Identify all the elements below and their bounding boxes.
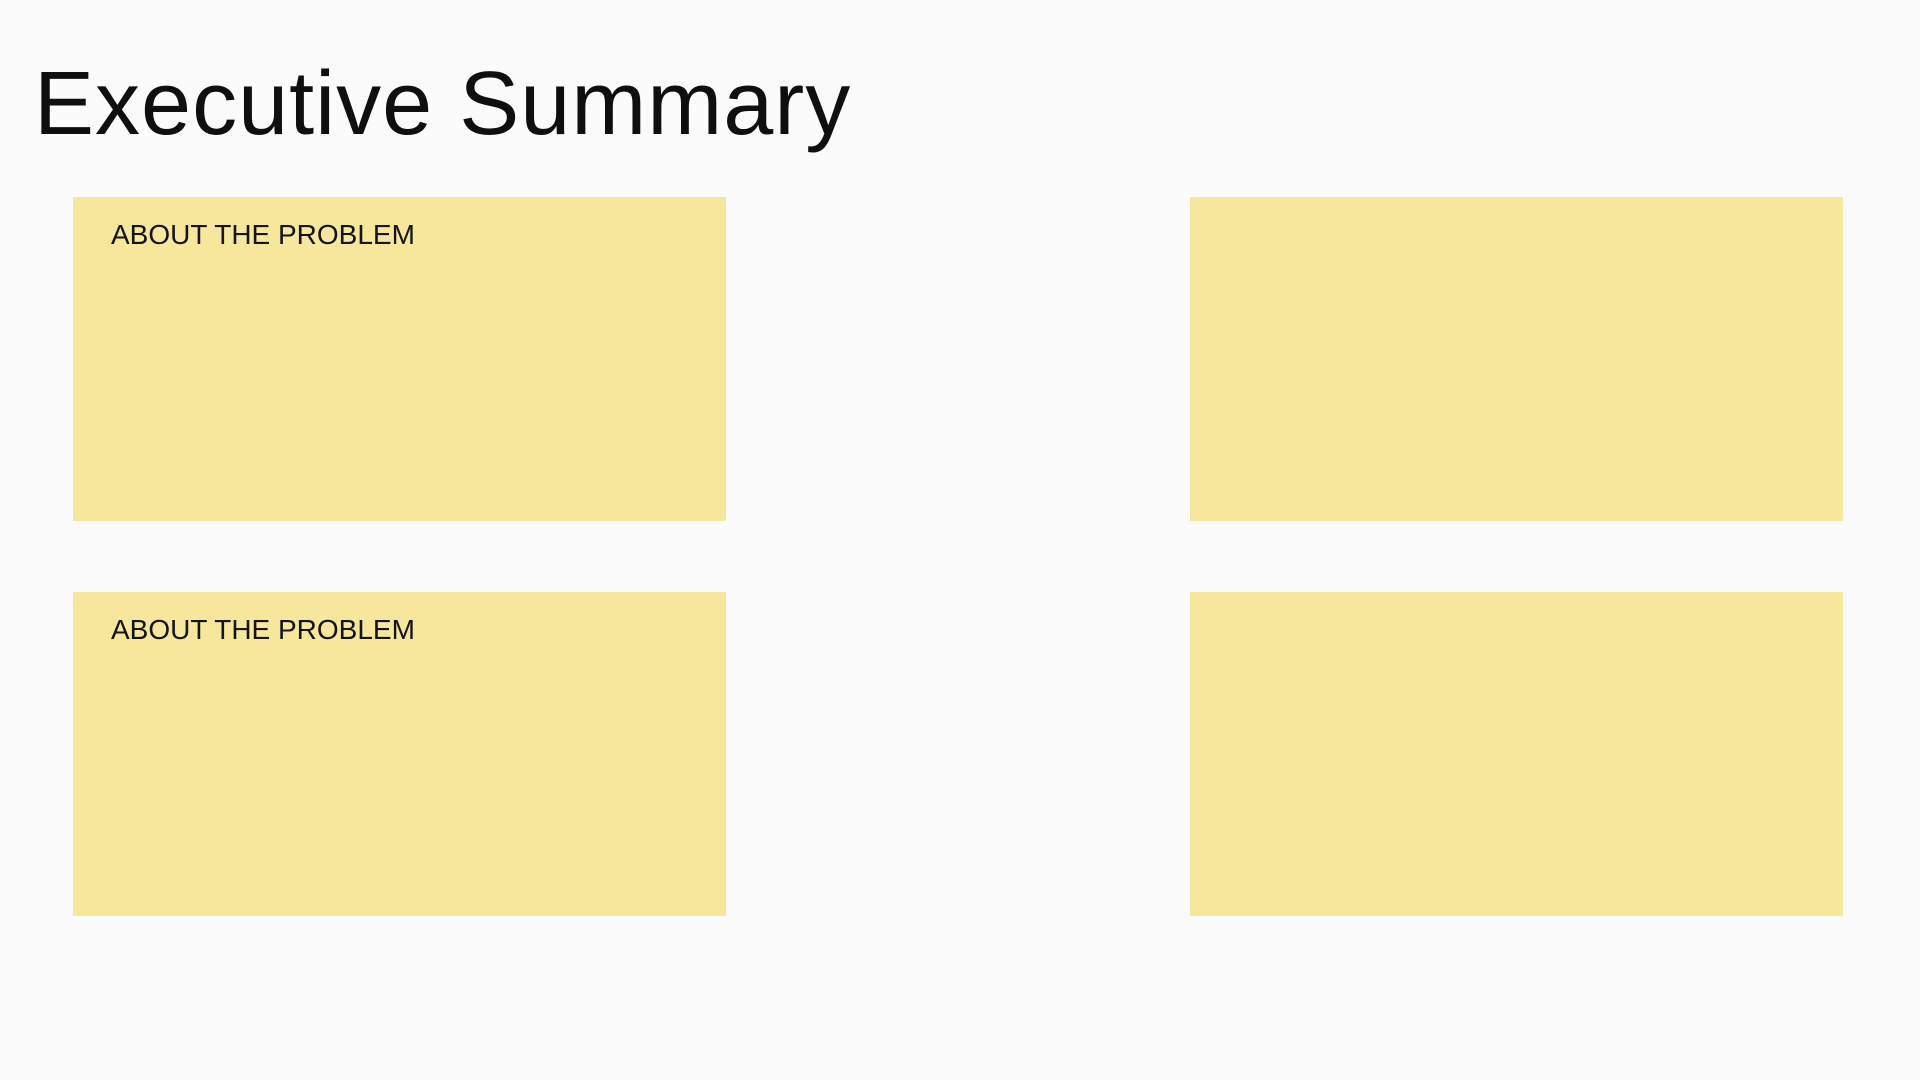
sticky-note-bottom-right[interactable] xyxy=(1190,592,1843,916)
sticky-note-label: ABOUT THE PROBLEM xyxy=(111,614,415,645)
sticky-note-top-right[interactable] xyxy=(1190,197,1843,521)
page-title: Executive Summary xyxy=(34,54,852,154)
sticky-note-bottom-left[interactable]: ABOUT THE PROBLEM xyxy=(73,592,726,916)
sticky-note-label: ABOUT THE PROBLEM xyxy=(111,219,415,250)
sticky-note-top-left[interactable]: ABOUT THE PROBLEM xyxy=(73,197,726,521)
